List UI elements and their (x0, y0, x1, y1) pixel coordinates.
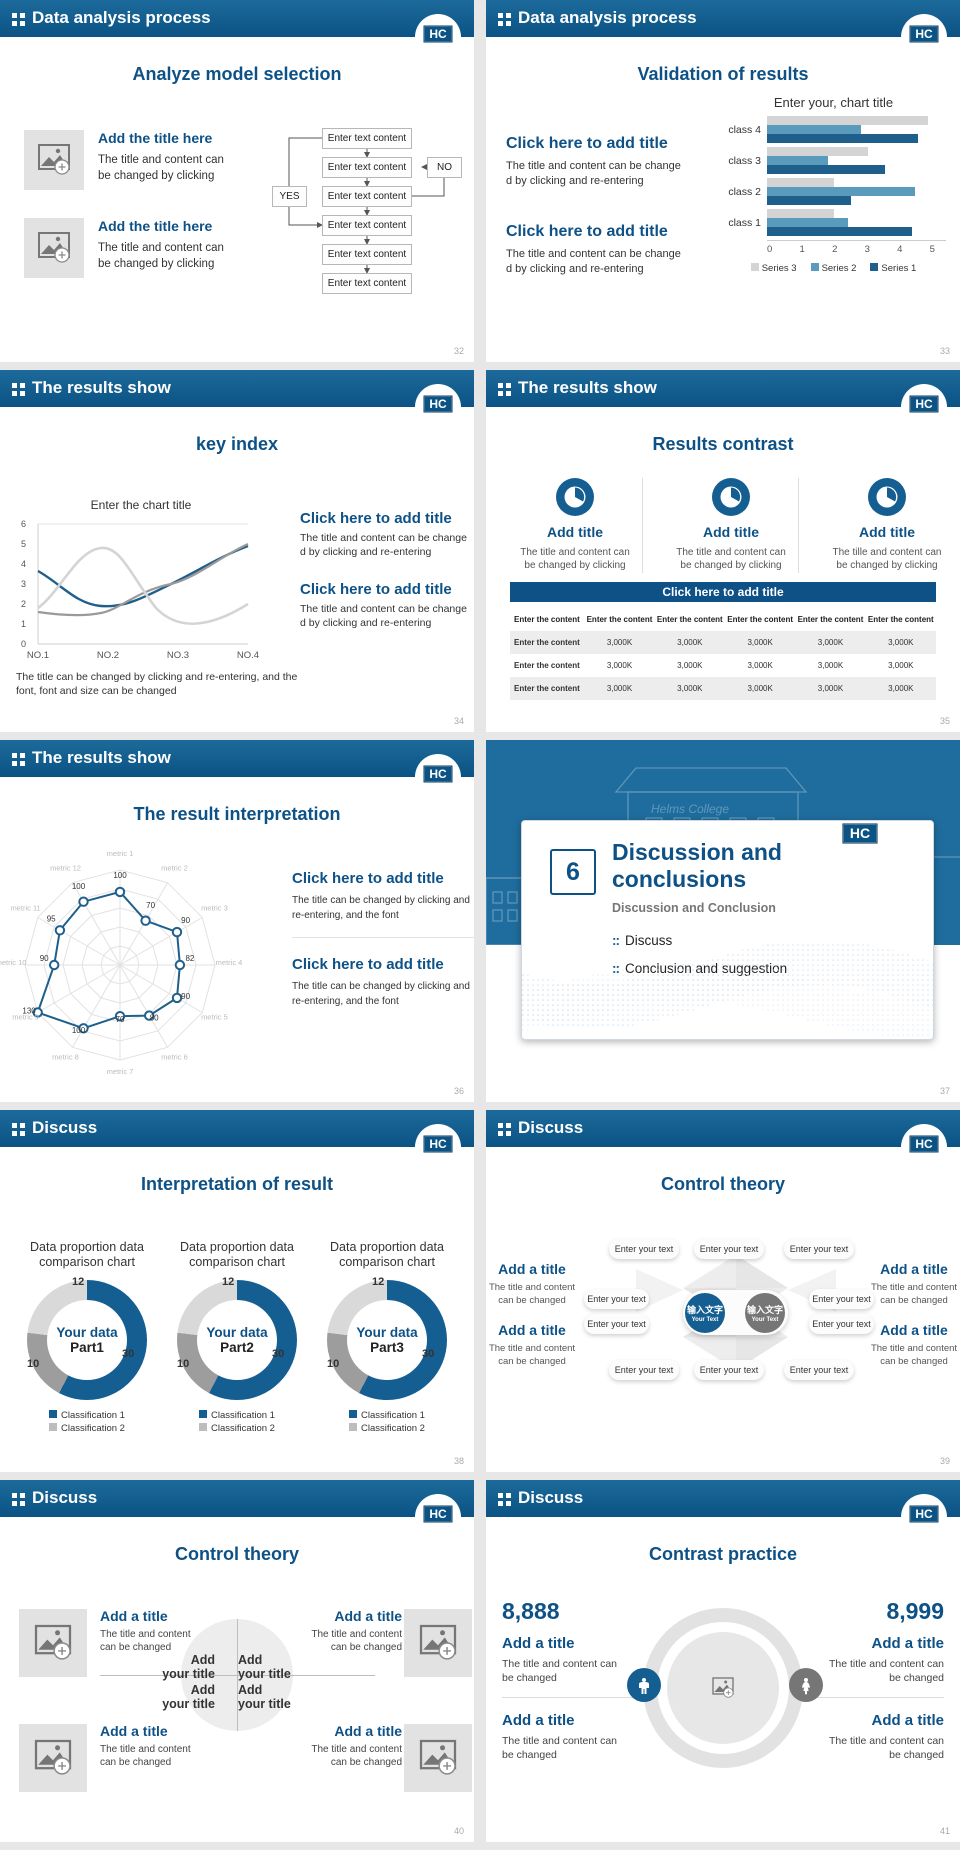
svg-text:NO.4: NO.4 (237, 650, 259, 661)
svg-text:NO.2: NO.2 (97, 650, 119, 661)
svg-text:metric 3: metric 3 (201, 904, 228, 913)
svg-text:HC: HC (429, 27, 447, 41)
svg-text:1: 1 (21, 619, 26, 629)
svg-text:HC: HC (429, 1137, 447, 1151)
svg-text:4: 4 (21, 559, 26, 569)
svg-text:metric 7: metric 7 (107, 1067, 134, 1076)
svg-text:metric 8: metric 8 (52, 1052, 79, 1061)
svg-text:metric 4: metric 4 (216, 958, 243, 967)
svg-text:0: 0 (21, 639, 26, 649)
svg-text:6: 6 (21, 519, 26, 529)
svg-text:metric 6: metric 6 (161, 1052, 188, 1061)
svg-text:Helms College: Helms College (651, 802, 729, 816)
svg-text:NO.1: NO.1 (27, 650, 49, 661)
svg-text:HC: HC (850, 825, 870, 841)
svg-text:90: 90 (40, 954, 49, 963)
svg-text:70: 70 (146, 901, 155, 910)
svg-text:HC: HC (915, 397, 933, 411)
svg-text:HC: HC (915, 1507, 933, 1521)
svg-text:metric 10: metric 10 (0, 958, 26, 967)
svg-text:HC: HC (429, 397, 447, 411)
svg-text:5: 5 (21, 539, 26, 549)
svg-text:metric 12: metric 12 (50, 864, 81, 873)
svg-text:metric 11: metric 11 (10, 904, 40, 913)
svg-text:80: 80 (150, 1013, 159, 1022)
svg-text:metric 5: metric 5 (201, 1013, 228, 1022)
svg-text:95: 95 (47, 914, 56, 923)
svg-text:HC: HC (915, 1137, 933, 1151)
svg-text:2: 2 (21, 599, 26, 609)
svg-text:90: 90 (181, 992, 190, 1001)
svg-text:70: 70 (116, 1015, 125, 1024)
svg-text:90: 90 (181, 916, 190, 925)
svg-text:100: 100 (72, 882, 86, 891)
svg-text:metric 9: metric 9 (12, 1013, 39, 1022)
svg-text:100: 100 (113, 871, 127, 880)
svg-text:HC: HC (915, 27, 933, 41)
svg-text:HC: HC (429, 1507, 447, 1521)
svg-text:82: 82 (185, 954, 194, 963)
svg-text:3: 3 (21, 579, 26, 589)
svg-text:100: 100 (72, 1026, 86, 1035)
svg-text:metric 2: metric 2 (161, 864, 188, 873)
svg-text:HC: HC (429, 767, 447, 781)
svg-text:NO.3: NO.3 (167, 650, 189, 661)
svg-text:metric 1: metric 1 (107, 849, 134, 858)
